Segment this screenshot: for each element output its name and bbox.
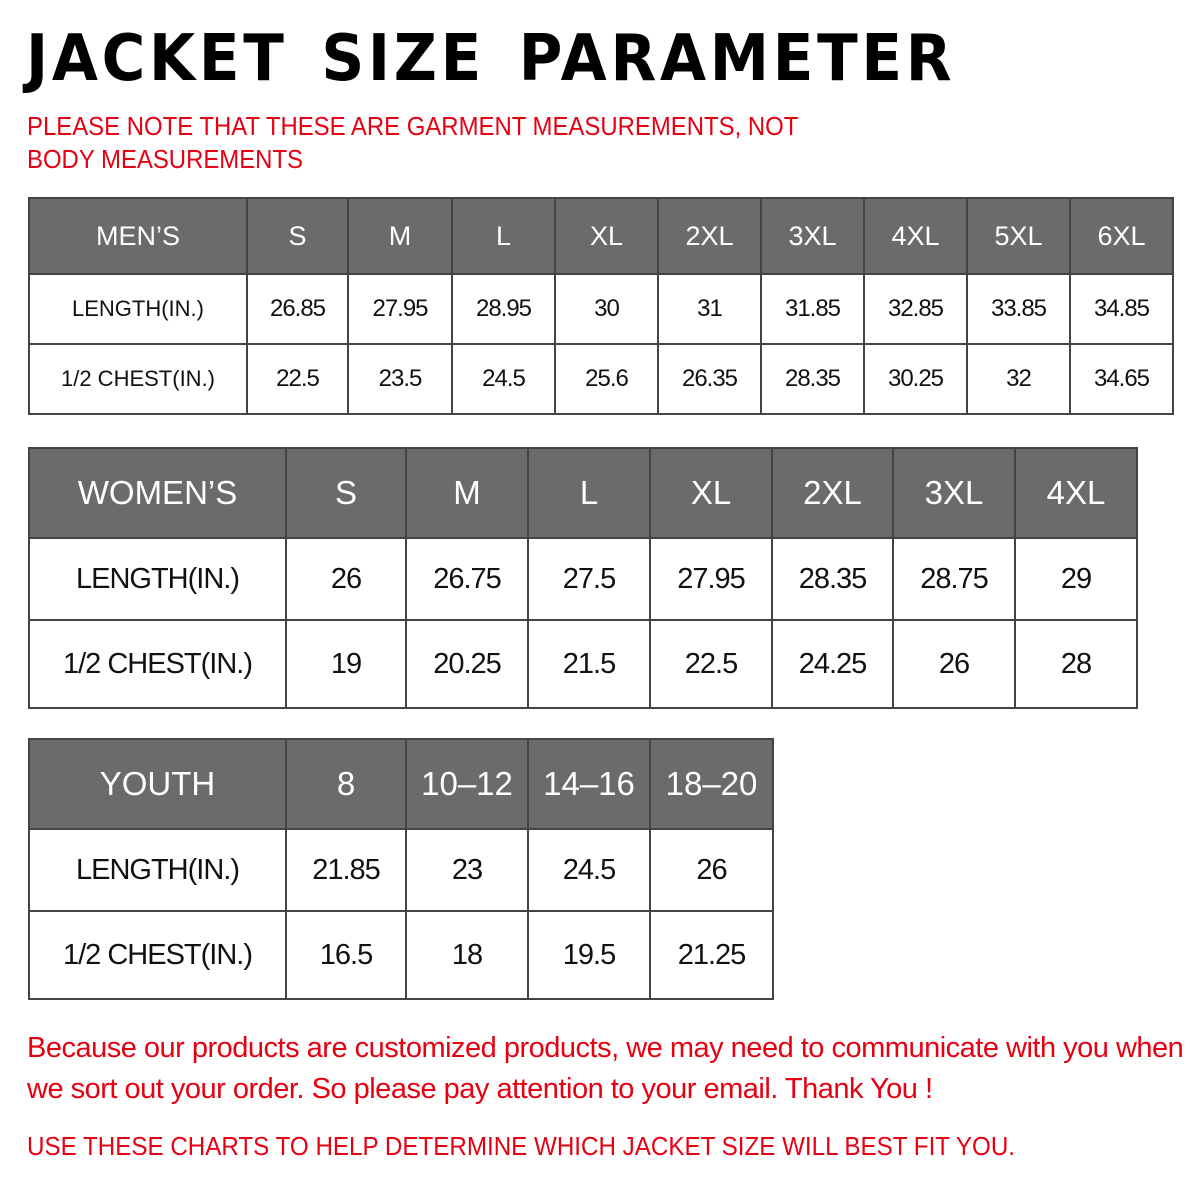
measurement-cell: 22.5 <box>649 619 773 709</box>
table-row: LENGTH(IN.) 26.85 27.95 28.95 30 31 31.85 32.85… <box>28 273 1174 345</box>
table-header-row: YOUTH 8 10–12 14–16 18–20 <box>28 738 774 830</box>
measurement-cell: 16.5 <box>285 910 407 1000</box>
measurement-cell: 23 <box>405 828 529 912</box>
measurement-cell: 24.5 <box>527 828 651 912</box>
row-label: 1/2 CHEST(IN.) <box>28 619 287 709</box>
measurement-cell: 28.75 <box>892 537 1016 621</box>
measurement-cell: 21.5 <box>527 619 651 709</box>
table-row: LENGTH(IN.) 21.85 23 24.5 26 <box>28 828 774 912</box>
measurement-cell: 30.25 <box>863 343 968 415</box>
measurement-cell: 28.35 <box>771 537 894 621</box>
size-header: 6XL <box>1069 197 1174 275</box>
size-header: 8 <box>285 738 407 830</box>
measurement-cell: 30 <box>554 273 659 345</box>
row-label: 1/2 CHEST(IN.) <box>28 910 287 1000</box>
category-header: YOUTH <box>28 738 287 830</box>
row-label: LENGTH(IN.) <box>28 537 287 621</box>
size-header: 2XL <box>771 447 894 539</box>
row-label: LENGTH(IN.) <box>28 828 287 912</box>
table-row: 1/2 CHEST(IN.) 16.5 18 19.5 21.25 <box>28 910 774 1000</box>
size-header: 5XL <box>966 197 1071 275</box>
measurement-cell: 27.95 <box>649 537 773 621</box>
measurement-cell: 32.85 <box>863 273 968 345</box>
measurement-note: PLEASE NOTE THAT THESE ARE GARMENT MEASU… <box>27 111 798 174</box>
page-title: JACKET SIZE PARAMETER <box>26 22 956 96</box>
table-row: 1/2 CHEST(IN.) 19 20.25 21.5 22.5 24.25 26 28 <box>28 619 1138 709</box>
table-row: LENGTH(IN.) 26 26.75 27.5 27.95 28.35 28.75 29 <box>28 537 1138 621</box>
youth-size-table: YOUTH 8 10–12 14–16 18–20 LENGTH(IN.) 21.85 23 2… <box>28 738 774 1000</box>
measurement-cell: 31 <box>657 273 762 345</box>
measurement-cell: 18 <box>405 910 529 1000</box>
size-header: L <box>527 447 651 539</box>
size-header: 3XL <box>892 447 1016 539</box>
category-header: WOMEN’S <box>28 447 287 539</box>
measurement-cell: 25.6 <box>554 343 659 415</box>
measurement-cell: 22.5 <box>246 343 349 415</box>
size-header: L <box>451 197 556 275</box>
measurement-cell: 28 <box>1014 619 1138 709</box>
row-label: 1/2 CHEST(IN.) <box>28 343 248 415</box>
size-header: 3XL <box>760 197 865 275</box>
size-advice: USE THESE CHARTS TO HELP DETERMINE WHICH… <box>27 1131 1016 1161</box>
table-row: 1/2 CHEST(IN.) 22.5 23.5 24.5 25.6 26.35 28.35… <box>28 343 1174 415</box>
measurement-cell: 21.85 <box>285 828 407 912</box>
measurement-cell: 28.35 <box>760 343 865 415</box>
measurement-cell: 33.85 <box>966 273 1071 345</box>
measurement-cell: 26 <box>892 619 1016 709</box>
measurement-cell: 34.85 <box>1069 273 1174 345</box>
size-header: M <box>347 197 453 275</box>
category-header: MEN’S <box>28 197 248 275</box>
measurement-cell: 32 <box>966 343 1071 415</box>
measurement-cell: 31.85 <box>760 273 865 345</box>
measurement-cell: 27.5 <box>527 537 651 621</box>
measurement-cell: 19.5 <box>527 910 651 1000</box>
measurement-cell: 28.95 <box>451 273 556 345</box>
measurement-cell: 24.25 <box>771 619 894 709</box>
row-label: LENGTH(IN.) <box>28 273 248 345</box>
size-header: S <box>246 197 349 275</box>
measurement-cell: 29 <box>1014 537 1138 621</box>
measurement-cell: 26.75 <box>405 537 529 621</box>
size-header: M <box>405 447 529 539</box>
women-size-table: WOMEN’S S M L XL 2XL 3XL 4XL LENGTH(IN.) 26 26.75 2… <box>28 447 1138 709</box>
size-header: 10–12 <box>405 738 529 830</box>
table-header-row: WOMEN’S S M L XL 2XL 3XL 4XL <box>28 447 1138 539</box>
measurement-cell: 20.25 <box>405 619 529 709</box>
men-size-table: MEN’S S M L XL 2XL 3XL 4XL 5XL 6XL LENGTH(IN.) 26.8… <box>28 197 1174 415</box>
measurement-cell: 26.35 <box>657 343 762 415</box>
measurement-cell: 19 <box>285 619 407 709</box>
measurement-cell: 26 <box>649 828 774 912</box>
measurement-cell: 34.65 <box>1069 343 1174 415</box>
size-header: XL <box>554 197 659 275</box>
size-header: 18–20 <box>649 738 774 830</box>
customization-message: Because our products are customized prod… <box>27 1032 1184 1105</box>
measurement-cell: 23.5 <box>347 343 453 415</box>
measurement-cell: 27.95 <box>347 273 453 345</box>
measurement-cell: 26 <box>285 537 407 621</box>
size-header: 4XL <box>863 197 968 275</box>
size-header: 4XL <box>1014 447 1138 539</box>
size-header: S <box>285 447 407 539</box>
size-header: XL <box>649 447 773 539</box>
table-header-row: MEN’S S M L XL 2XL 3XL 4XL 5XL 6XL <box>28 197 1174 275</box>
size-header: 2XL <box>657 197 762 275</box>
measurement-cell: 21.25 <box>649 910 774 1000</box>
measurement-cell: 24.5 <box>451 343 556 415</box>
size-header: 14–16 <box>527 738 651 830</box>
measurement-cell: 26.85 <box>246 273 349 345</box>
